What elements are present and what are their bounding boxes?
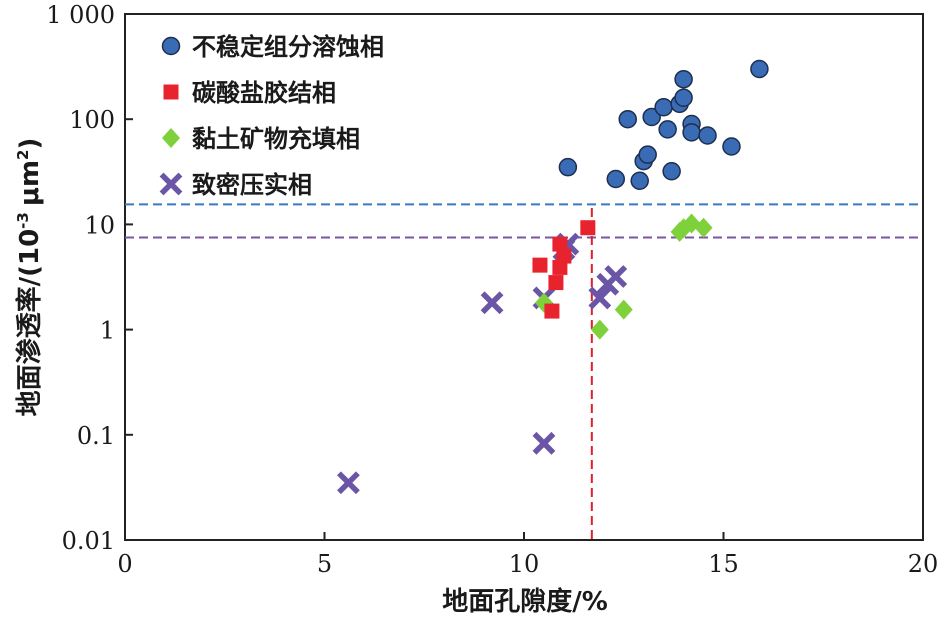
y-axis-title-close: ) xyxy=(15,138,45,150)
x-axis-title: 地面孔隙度/% xyxy=(442,586,608,617)
data-point-circle xyxy=(642,107,661,127)
x-marker-stroke xyxy=(337,471,360,495)
data-point-square xyxy=(532,257,548,273)
data-point-circle xyxy=(750,59,769,79)
svg-text:地面渗透率/(10-3μm2): 地面渗透率/(10-3 μm2) xyxy=(14,138,45,417)
x-tick-label: 20 xyxy=(908,550,939,578)
x-marker-stroke xyxy=(588,286,612,310)
legend-marker-circle xyxy=(161,36,181,56)
data-point-x xyxy=(532,431,556,455)
axis-ticks: 0 5 10 15 20 0.01 0.1 1 10 100 1 000 xyxy=(46,1,938,578)
y-tick-label: 0.1 xyxy=(77,422,115,450)
y-tick-label: 1 000 xyxy=(46,1,115,29)
data-point-x xyxy=(480,291,504,315)
data-point-x xyxy=(337,471,360,495)
legend-marker-square xyxy=(163,84,179,100)
x-tick-label: 5 xyxy=(317,550,332,578)
data-point-circle xyxy=(654,97,673,117)
y-axis-title-exp: -3 xyxy=(14,212,32,229)
data-point-diamond xyxy=(614,299,633,320)
legend-label: 致密压实相 xyxy=(192,171,312,199)
x-marker-stroke xyxy=(480,291,504,315)
legend-marker-diamond xyxy=(162,128,180,148)
data-point-square xyxy=(544,303,560,319)
x-tick-label: 15 xyxy=(708,550,739,578)
data-point-circle xyxy=(674,69,693,89)
data-point-diamond xyxy=(590,319,609,340)
data-point-x xyxy=(604,265,628,288)
data-point-circle xyxy=(638,145,657,164)
data-point-circle xyxy=(658,120,677,139)
data-point-circle xyxy=(606,169,626,189)
legend-label: 碳酸盐胶结相 xyxy=(192,79,336,107)
data-point-diamond xyxy=(694,217,713,238)
y-tick-label: 1 xyxy=(100,317,115,345)
legend-label: 不稳定组分溶蚀相 xyxy=(192,33,384,61)
data-points xyxy=(337,59,769,495)
x-tick-label: 0 xyxy=(117,550,132,578)
data-point-circle xyxy=(630,171,649,190)
x-marker-stroke xyxy=(604,265,628,288)
y-axis-title-unit-exp: 2 xyxy=(14,149,32,159)
y-axis-title-main: 地面渗透率/(10 xyxy=(14,229,45,417)
data-point-circle xyxy=(674,88,693,107)
x-marker-stroke xyxy=(159,172,183,196)
legend-marker-x xyxy=(159,172,183,196)
y-tick-label: 0.01 xyxy=(62,527,115,555)
legend-label: 黏土矿物充填相 xyxy=(192,125,360,153)
reference-lines xyxy=(125,203,923,540)
data-point-square xyxy=(552,236,568,252)
data-point-square xyxy=(552,259,568,275)
data-point-circle xyxy=(698,126,717,145)
data-point-circle xyxy=(682,123,701,142)
data-point-x xyxy=(588,286,612,310)
data-point-circle xyxy=(722,137,741,156)
data-point-square xyxy=(580,220,596,236)
data-point-circle xyxy=(662,162,681,181)
x-marker-stroke xyxy=(532,431,556,455)
data-point-circle xyxy=(618,109,637,129)
data-point-circle xyxy=(558,157,578,177)
y-axis-title: 地面渗透率/(10-3 μm2) xyxy=(14,138,45,417)
y-tick-label: 100 xyxy=(69,106,115,134)
x-tick-label: 10 xyxy=(509,550,540,578)
y-axis-title-unit: μm xyxy=(15,160,45,206)
data-point-square xyxy=(556,248,572,264)
data-point-square xyxy=(548,275,564,291)
y-tick-label: 10 xyxy=(84,211,115,239)
